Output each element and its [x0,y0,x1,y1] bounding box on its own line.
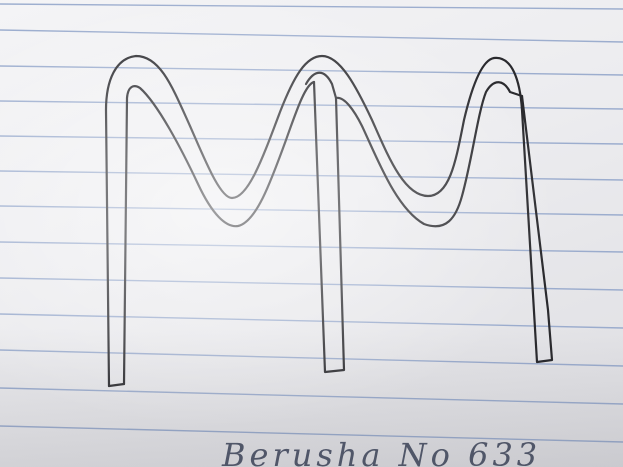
handwritten-caption: Berusha No 633 [222,436,542,467]
ink-left-foot [107,382,126,388]
ink-middle-stem [312,80,524,374]
ink-inner-contour [122,80,316,386]
